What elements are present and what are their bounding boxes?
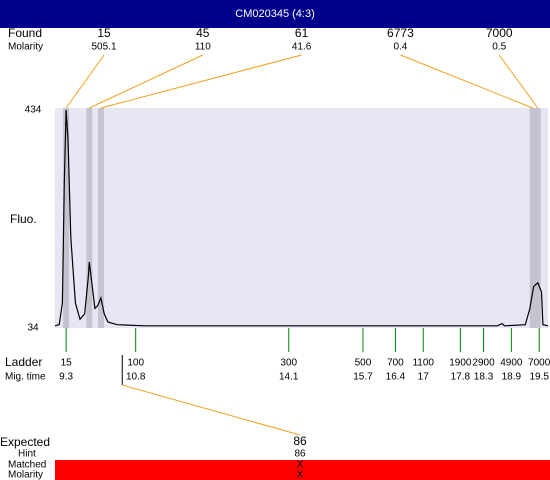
ladder-time: 16.4 (386, 372, 406, 383)
peak-band (86, 108, 93, 328)
plot-area (55, 108, 548, 328)
peak-band (529, 108, 536, 328)
peak-connector (89, 54, 204, 109)
peak-molarity: 0.5 (492, 42, 506, 53)
peak-connector (400, 54, 533, 109)
expected-molarity-label: Molarity (8, 470, 43, 480)
peak-connector (498, 54, 539, 109)
molarity-label: Molarity (8, 42, 43, 53)
peak-size: 6773 (387, 26, 414, 40)
ladder-size: 700 (387, 358, 404, 369)
ladder-time: 19.5 (529, 372, 549, 383)
expected-label: Expected (0, 435, 50, 449)
hint-label: Hint (18, 449, 36, 460)
trace (54, 109, 549, 327)
ladder-size: 4900 (500, 358, 523, 369)
chart-title: CM020345 (4:3) (235, 8, 315, 20)
ladder-time: 14.1 (279, 372, 299, 383)
expected-value: 86 (293, 434, 307, 448)
peak-size: 45 (196, 26, 210, 40)
peak-molarity: 0.4 (393, 42, 407, 53)
y-label: Fluo. (10, 212, 37, 226)
peak-band (97, 108, 104, 328)
peak-connector (100, 54, 302, 109)
peak-size: 15 (97, 26, 111, 40)
ladder-size: 1900 (449, 358, 472, 369)
ladder-time: 17 (418, 372, 430, 383)
title-bar (0, 0, 550, 28)
peak-size: 61 (295, 26, 309, 40)
peak-band (534, 108, 541, 328)
ladder-time: 18.3 (474, 372, 494, 383)
peak-connector (65, 54, 105, 109)
found-label: Found (8, 26, 42, 40)
peak-band (63, 108, 70, 328)
ladder-size: 100 (127, 358, 144, 369)
ladder-time: 9.3 (59, 372, 73, 383)
y-tick-label: 34 (27, 323, 39, 334)
matched-bar (55, 460, 550, 480)
peak-size: 7000 (486, 26, 513, 40)
ladder-size: 500 (355, 358, 372, 369)
matched-label: Matched (8, 460, 46, 471)
peak-molarity: 505.1 (91, 42, 116, 53)
ladder-size: 2900 (472, 358, 495, 369)
ladder-label: Ladder (5, 355, 42, 369)
ladder-size: 7000 (528, 358, 550, 369)
peak-molarity: 110 (195, 42, 211, 53)
ladder-size: 300 (280, 358, 297, 369)
ladder-size: 1100 (412, 358, 434, 369)
hint-value: 86 (294, 449, 306, 460)
ladder-size: 15 (61, 358, 73, 369)
ladder-time: 10.8 (126, 372, 146, 383)
expected-molarity-value: X (297, 470, 304, 480)
y-tick-label: 434 (25, 105, 42, 116)
ladder-time: 15.7 (353, 372, 373, 383)
mig-time-label: Mig. time (5, 372, 46, 383)
ladder-time: 18.9 (502, 372, 522, 383)
matched-value: X (297, 460, 304, 471)
peak-molarity: 41.6 (292, 42, 312, 53)
ladder-time: 17.8 (451, 372, 471, 383)
expected-connector (122, 384, 301, 436)
